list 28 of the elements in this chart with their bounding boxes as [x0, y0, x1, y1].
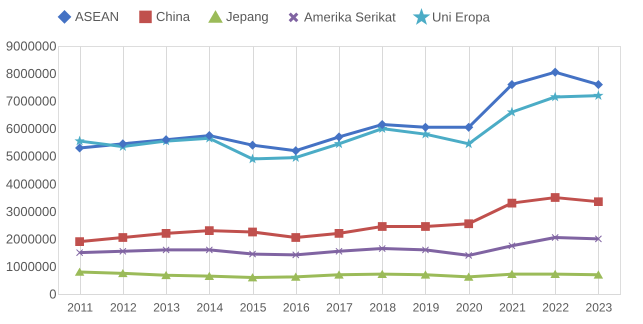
- y-tick-label: 5000000: [6, 148, 56, 164]
- x-tick-label: 2019: [412, 300, 440, 314]
- x-tick-label: 2017: [326, 300, 354, 314]
- x-tick-label: 2021: [499, 300, 526, 314]
- legend-label: Jepang: [226, 9, 269, 24]
- legend-label: Amerika Serikat: [304, 9, 396, 24]
- x-tick-label: 2011: [67, 300, 94, 314]
- x-tick-label: 2022: [542, 300, 570, 314]
- legend-label: Uni Eropa: [432, 9, 491, 24]
- legend-label: China: [156, 8, 191, 24]
- x-tick-label: 2012: [110, 300, 138, 314]
- y-tick-label: 7000000: [6, 94, 56, 109]
- legend-label: ASEAN: [75, 8, 120, 24]
- x-tick-label: 2014: [196, 300, 224, 314]
- x-tick-label: 2015: [240, 300, 267, 314]
- y-tick-label: 4000000: [6, 176, 56, 192]
- x-tick-label: 2020: [456, 300, 483, 314]
- y-tick-label: 8000000: [6, 66, 56, 82]
- x-tick-label: 2023: [586, 300, 613, 314]
- y-tick-label: 1000000: [6, 258, 56, 274]
- y-tick-label: 0: [49, 286, 56, 302]
- y-tick-label: 2000000: [6, 231, 56, 246]
- y-tick-label: 6000000: [6, 121, 56, 136]
- x-tick-label: 2013: [153, 300, 180, 314]
- y-tick-label: 3000000: [6, 204, 56, 219]
- y-tick-label: 9000000: [6, 38, 56, 54]
- x-tick-label: 2016: [282, 300, 310, 314]
- x-tick-label: 2018: [369, 300, 396, 314]
